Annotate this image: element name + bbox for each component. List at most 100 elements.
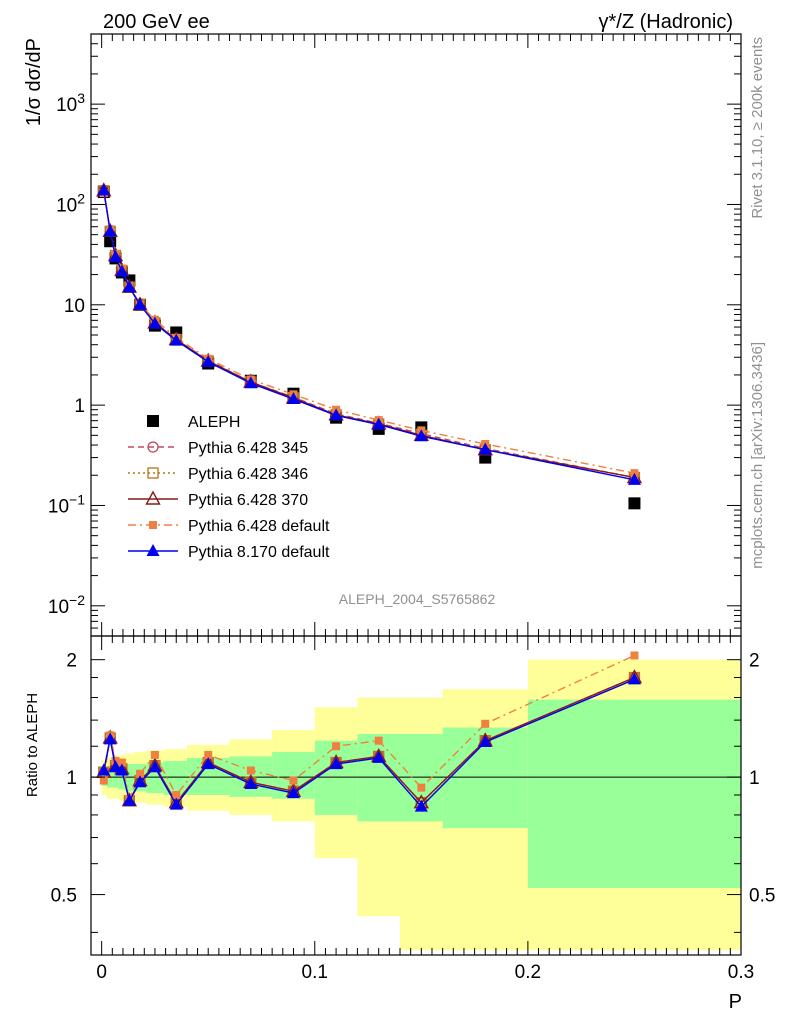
marker-filled-triangle (244, 777, 258, 790)
marker-filled-triangle (478, 735, 492, 748)
ratio-y-tick-label-right: 2 (749, 651, 760, 672)
title-left: 200 GeV ee (103, 11, 210, 33)
marker-filled-triangle (122, 280, 136, 293)
marker-filled-triangle (627, 472, 641, 485)
marker-filled-triangle (244, 376, 258, 389)
mcplots-label: mcplots.cern.ch [arXiv:1306.3436] (749, 342, 766, 569)
series-line (103, 190, 635, 479)
x-tick-label: 0.1 (302, 962, 328, 983)
main-series-aleph (97, 186, 641, 510)
marker-filled-triangle (97, 763, 111, 776)
series-line (103, 190, 635, 479)
marker-filled-triangle (97, 183, 111, 196)
legend-label: Pythia 6.428 345 (188, 440, 308, 457)
marker-small-square (246, 766, 255, 775)
marker-small-square (417, 783, 426, 792)
marker-square (104, 235, 117, 248)
marker-filled-triangle (372, 750, 386, 763)
marker-filled-triangle (201, 354, 215, 367)
marker-filled-triangle (122, 793, 136, 806)
ratio-series-pythia-8-170-default (97, 672, 641, 812)
legend-item: Pythia 6.428 370 (128, 490, 308, 509)
green-band-bin (163, 760, 187, 795)
x-tick-label: 0.2 (515, 962, 541, 983)
plot-annotation: ALEPH_2004_S5765862 (339, 591, 496, 607)
legend: ALEPH Pythia 6.428 345 Pythia 6.428 346 Pyt… (128, 414, 330, 561)
y-tick-label: 103 (56, 90, 85, 116)
marker-square (147, 415, 159, 427)
marker-filled-triangle (627, 672, 641, 685)
x-tick-label: 0 (96, 962, 107, 983)
marker-small-square (117, 758, 126, 767)
marker-filled-triangle (109, 760, 123, 773)
green-band-bin (314, 740, 358, 815)
ratio-y-tick-label-right: 1 (749, 768, 760, 789)
y-axis-label-ratio: Ratio to ALEPH (24, 693, 41, 797)
marker-filled-triangle (201, 757, 215, 770)
marker-small-square (204, 750, 213, 759)
marker-filled-triangle (169, 333, 183, 346)
y-tick-label: 102 (56, 190, 85, 216)
marker-small-square (374, 736, 383, 745)
y-tick-label: 1 (74, 396, 85, 417)
legend-item: Pythia 6.428 default (128, 518, 330, 535)
y-tick-label: 10−2 (48, 592, 85, 618)
ratio-y-tick-label-left: 0.5 (51, 886, 77, 907)
marker-square (628, 497, 641, 510)
marker-small-square (332, 742, 341, 751)
axis-ticks: 10−2 10−1 1 10 102 103 0 0.1 0.2 0.3 0.5 0.5 1 1 2 2 (48, 33, 775, 983)
marker-filled-triangle (286, 392, 300, 405)
marker-filled-triangle (414, 799, 428, 812)
y-axis-label-main: 1/σ dσ/dP (23, 38, 45, 126)
x-axis-label: P (729, 991, 742, 1013)
marker-filled-triangle (103, 732, 117, 745)
marker-small-square (481, 719, 490, 728)
marker-filled-triangle (133, 775, 147, 788)
y-tick-label: 10−1 (48, 491, 85, 517)
marker-filled-triangle (372, 417, 386, 430)
series-line (103, 192, 635, 474)
marker-small-square (149, 521, 157, 529)
ratio-y-tick-label-left: 2 (66, 651, 77, 672)
legend-item: ALEPH (147, 414, 240, 431)
marker-small-square (150, 750, 159, 759)
marker-small-square (172, 790, 181, 799)
green-band-bin (527, 699, 741, 888)
legend-item: Pythia 8.170 default (128, 544, 330, 561)
marker-filled-triangle (169, 797, 183, 810)
series-line (103, 190, 635, 479)
main-series-pythia-8-170-default (97, 183, 641, 485)
legend-item: Pythia 6.428 345 (128, 440, 308, 457)
ratio-y-tick-label-left: 1 (66, 768, 77, 789)
marker-filled-triangle (329, 408, 343, 421)
ratio-y-tick-label-right: 0.5 (749, 886, 775, 907)
y-tick-label: 10 (64, 296, 85, 317)
marker-filled-triangle (115, 763, 129, 776)
series-layer (96, 182, 643, 812)
marker-filled-triangle (103, 224, 117, 237)
legend-label: Pythia 6.428 default (188, 518, 330, 535)
marker-filled-triangle (286, 786, 300, 799)
title-right: γ*/Z (Hadronic) (599, 11, 733, 33)
legend-label: Pythia 6.428 370 (188, 492, 308, 509)
rivet-label: Rivet 3.1.10, ≥ 200k events (749, 37, 766, 219)
legend-label: Pythia 8.170 default (188, 544, 330, 561)
marker-open-triangle (145, 490, 161, 505)
marker-filled-triangle (133, 297, 147, 310)
marker-filled-triangle (148, 316, 162, 329)
green-band-bin (357, 733, 401, 822)
marker-filled-triangle (146, 544, 160, 556)
x-tick-label: 0.3 (728, 962, 754, 983)
marker-open-circle (147, 441, 159, 453)
marker-small-square (99, 776, 108, 785)
marker-filled-triangle (109, 249, 123, 262)
legend-label: ALEPH (188, 414, 240, 431)
marker-filled-triangle (148, 760, 162, 773)
marker-filled-triangle (329, 757, 343, 770)
marker-filled-triangle (478, 442, 492, 455)
legend-item: Pythia 6.428 346 (128, 466, 308, 483)
series-line (103, 190, 635, 481)
legend-label: Pythia 6.428 346 (188, 466, 308, 483)
marker-small-square (289, 776, 298, 785)
